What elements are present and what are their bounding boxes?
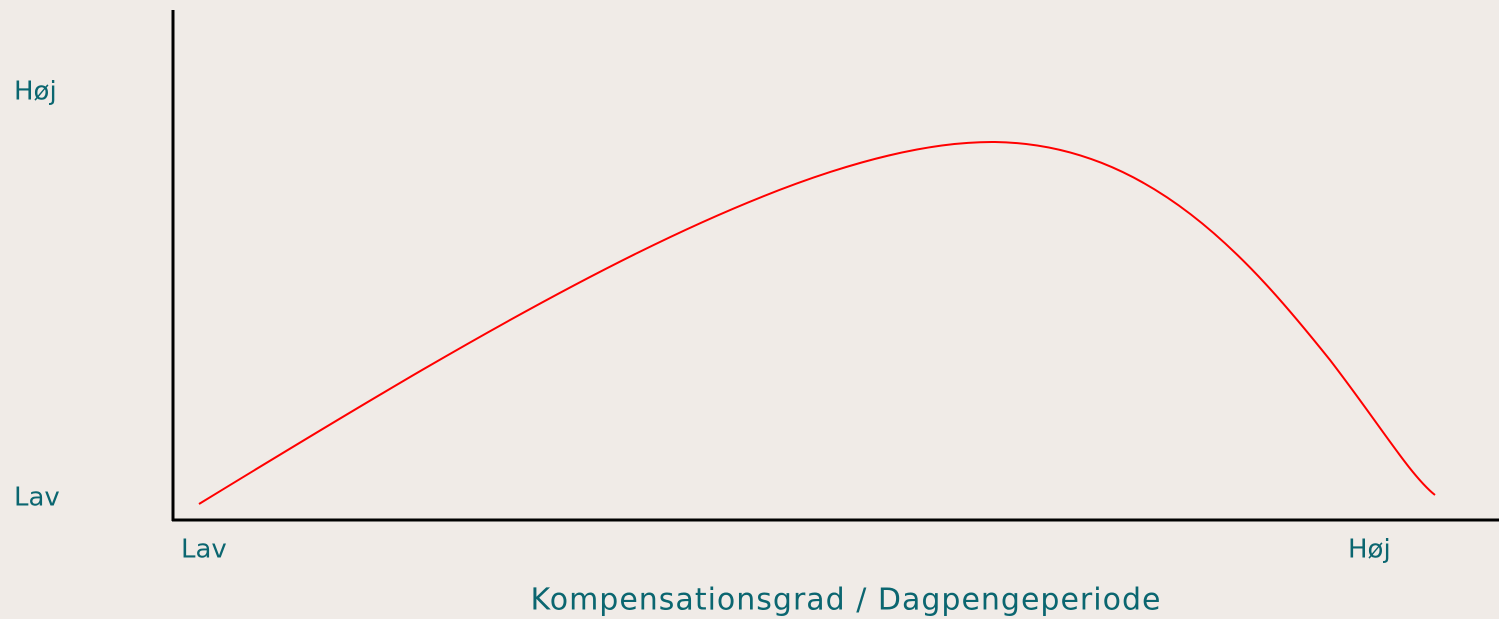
curve	[198, 140, 1436, 505]
y-bottom-label: Lav	[14, 483, 60, 513]
y-top-label: Høj	[14, 77, 57, 107]
x-right-label: Høj	[1348, 535, 1391, 565]
x-left-label: Lav	[181, 535, 227, 565]
x-axis-title: Kompensationsgrad / Dagpengeperiode	[531, 583, 1162, 618]
